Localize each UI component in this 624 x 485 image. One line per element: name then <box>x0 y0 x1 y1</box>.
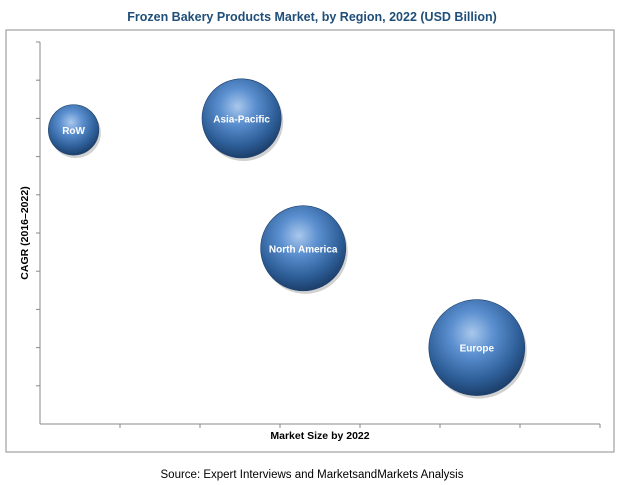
bubble-label: RoW <box>62 126 85 137</box>
bubble-europe: Europe <box>428 299 527 399</box>
x-axis-label: Market Size by 2022 <box>270 430 369 442</box>
bubble-circle <box>48 104 100 156</box>
axes <box>36 41 601 428</box>
bubble-circle <box>428 299 526 396</box>
y-axis-label: CAGR (2016–2022) <box>19 186 31 279</box>
bubble-north-america: North America <box>260 205 348 294</box>
bubble-series: RoW Asia-Pacific North America Europe <box>48 78 527 399</box>
bubble-circle <box>201 78 282 159</box>
source-note: Source: Expert Interviews and Marketsand… <box>161 469 464 481</box>
bubble-label: Asia-Pacific <box>213 114 270 125</box>
bubble-label: Europe <box>460 344 495 355</box>
bubble-asia-pacific: Asia-Pacific <box>201 78 284 162</box>
bubble-row: RoW <box>48 104 101 159</box>
chart-title: Frozen Bakery Products Market, by Region… <box>127 10 497 24</box>
bubble-label: North America <box>269 244 338 255</box>
bubble-circle <box>260 205 347 292</box>
